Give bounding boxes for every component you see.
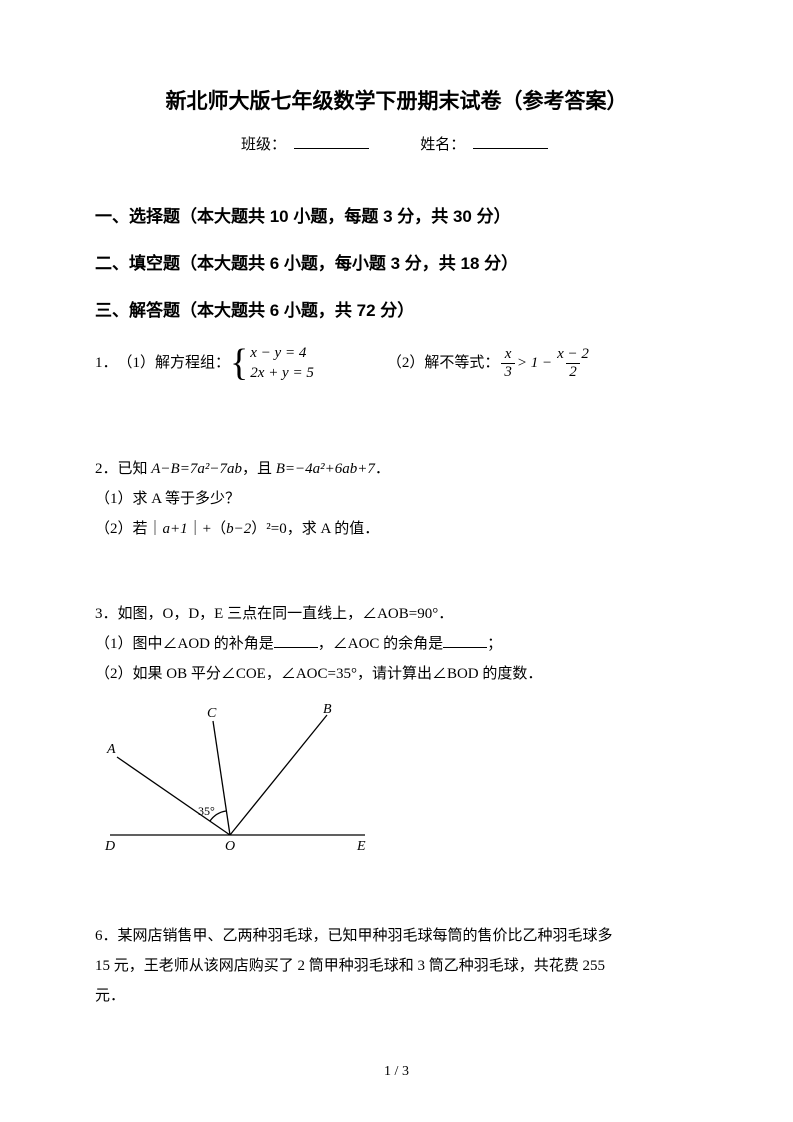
q1-part2-label: （2）解不等式：	[387, 348, 500, 378]
page-current: 1	[384, 1064, 391, 1079]
q2p2-c: ）²=0，求 A 的值．	[251, 521, 379, 537]
class-label: 班级：	[241, 137, 286, 153]
name-label: 姓名：	[420, 137, 465, 153]
page-footer: 1 / 3	[0, 1064, 793, 1080]
sys-line-2: 2x + y = 5	[250, 363, 314, 383]
frac2-den: 2	[566, 363, 580, 381]
sys-line-1: x − y = 4	[250, 343, 314, 363]
q2-part1: （1）求 A 等于多少？	[95, 484, 698, 514]
q2-text-b: ，且	[242, 461, 276, 477]
q3-part1: （1）图中∠AOD 的补角是 ，∠AOC 的余角是 ；	[95, 629, 698, 659]
question-2: 2．已知 A−B=7a²−7ab，且 B=−4a²+6ab+7． （1）求 A …	[95, 454, 698, 544]
label-a: A	[106, 742, 116, 757]
q3-line1: 3．如图，O，D，E 三点在同一直线上，∠AOB=90°．	[95, 599, 698, 629]
q2-part2: （2）若｜a+1｜+（b−2）²=0，求 A 的值．	[95, 514, 698, 544]
label-b: B	[323, 702, 332, 717]
ray-ob	[230, 715, 327, 835]
inequality-mid: > 1 −	[517, 348, 552, 378]
q2-expr2: B=−4a²+6ab+7	[276, 461, 375, 477]
section-1-heading: 一、选择题（本大题共 10 小题，每题 3 分，共 30 分）	[95, 202, 698, 227]
question-3: 3．如图，O，D，E 三点在同一直线上，∠AOB=90°． （1）图中∠AOD …	[95, 599, 698, 866]
q2-text-c: ．	[375, 461, 390, 477]
frac1-num: x	[502, 346, 515, 363]
blank-2[interactable]	[443, 633, 487, 648]
student-info-line: 班级： 姓名：	[95, 133, 698, 154]
name-blank[interactable]	[473, 134, 548, 149]
q6-line2: 15 元，王老师从该网店购买了 2 筒甲种羽毛球和 3 筒乙种羽毛球，共花费 2…	[95, 951, 698, 981]
q2-text-a: 2．已知	[95, 461, 151, 477]
page-total: 3	[402, 1064, 409, 1079]
q3p1-c: ；	[487, 636, 502, 652]
q2-expr1: A−B=7a²−7ab	[151, 461, 242, 477]
q1-part1-label: （1）解方程组：	[118, 348, 231, 378]
equation-system: { x − y = 4 2x + y = 5	[230, 343, 314, 384]
angle-diagram: A B C D E O 35°	[95, 695, 698, 866]
q2p2-a: （2）若｜	[95, 521, 163, 537]
q6-line1: 6．某网店销售甲、乙两种羽毛球，已知甲种羽毛球每筒的售价比乙种羽毛球多	[95, 921, 698, 951]
page-title: 新北师大版七年级数学下册期末试卷（参考答案）	[95, 85, 698, 115]
question-1: 1． （1）解方程组： { x − y = 4 2x + y = 5 （2）解不…	[95, 343, 698, 384]
q2p2-expr2: b−2	[226, 521, 251, 537]
q2-line1: 2．已知 A−B=7a²−7ab，且 B=−4a²+6ab+7．	[95, 454, 698, 484]
q3-part2: （2）如果 OB 平分∠COE，∠AOC=35°，请计算出∠BOD 的度数．	[95, 659, 698, 689]
label-c: C	[207, 706, 217, 721]
page-sep: /	[391, 1064, 402, 1079]
class-blank[interactable]	[294, 134, 369, 149]
label-e: E	[356, 839, 366, 854]
q3p1-a: （1）图中∠AOD 的补角是	[95, 636, 274, 652]
label-o: O	[225, 839, 235, 854]
fraction-2: x − 2 2	[554, 346, 592, 380]
q1-part1: 1． （1）解方程组： { x − y = 4 2x + y = 5	[95, 343, 314, 384]
ray-oa	[117, 757, 230, 835]
q1-part2: （2）解不等式： x 3 > 1 − x − 2 2	[387, 346, 594, 380]
fraction-1: x 3	[501, 346, 515, 380]
section-3-heading: 三、解答题（本大题共 6 小题，共 72 分）	[95, 296, 698, 321]
q6-line3: 元．	[95, 981, 698, 1011]
section-2-heading: 二、填空题（本大题共 6 小题，每小题 3 分，共 18 分）	[95, 249, 698, 274]
q3p1-b: ，∠AOC 的余角是	[318, 636, 443, 652]
left-brace-icon: {	[230, 344, 248, 382]
frac1-den: 3	[501, 363, 515, 381]
frac2-num: x − 2	[554, 346, 592, 363]
ray-oc	[213, 721, 230, 835]
q1-number: 1．	[95, 348, 118, 378]
blank-1[interactable]	[274, 633, 318, 648]
angle-35-label: 35°	[198, 804, 215, 818]
q2p2-expr1: a+1	[163, 521, 188, 537]
q2p2-b: ｜+（	[188, 521, 226, 537]
question-6: 6．某网店销售甲、乙两种羽毛球，已知甲种羽毛球每筒的售价比乙种羽毛球多 15 元…	[95, 921, 698, 1011]
label-d: D	[104, 839, 115, 854]
diagram-svg: A B C D E O 35°	[95, 695, 375, 855]
